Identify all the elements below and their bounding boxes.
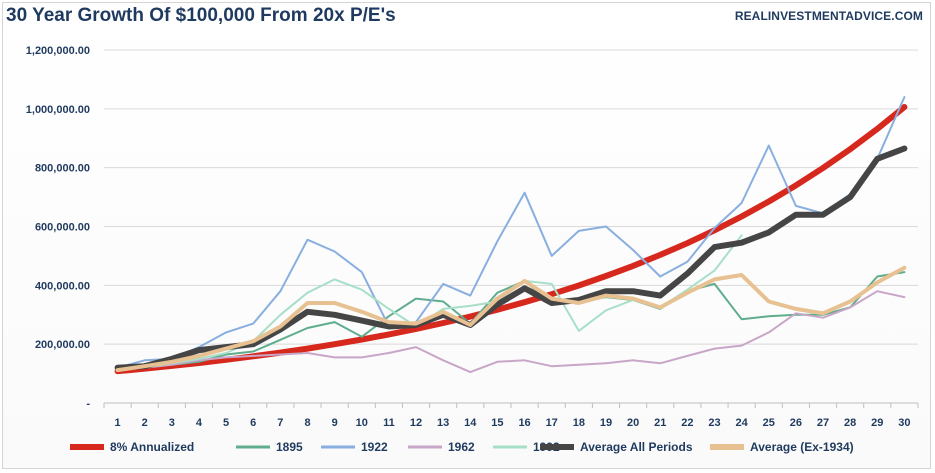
x-tick-label: 25 [763,417,775,429]
y-tick-label: 1,200,000.00 [26,45,90,57]
legend-label: 8% Annualized [110,440,194,454]
legend-label: Average (Ex-1934) [750,440,854,454]
legend-label: 1922 [361,440,388,454]
legend-label: 1895 [276,440,303,454]
legend-label: 1962 [448,440,475,454]
x-tick-label: 6 [250,417,256,429]
x-tick-label: 17 [546,417,558,429]
x-tick-label: 20 [627,417,639,429]
x-tick-label: 9 [332,417,338,429]
series-line-1922 [116,96,906,369]
x-tick-label: 28 [844,417,856,429]
x-tick-label: 4 [196,417,203,429]
y-tick-label: 600,000.00 [35,222,90,234]
series-line-1895 [116,271,906,369]
series-lines [114,96,908,375]
x-tick-label: 19 [600,417,612,429]
x-tick-label: 15 [491,417,503,429]
x-tick-label: 10 [356,417,368,429]
x-tick-label: 21 [654,417,666,429]
series-line-8-annualized [114,104,908,375]
x-tick-label: 3 [169,417,175,429]
watermark-text: REALINVESTMENTADVICE.COM [734,9,923,23]
y-tick-label: 1,000,000.00 [26,104,90,116]
x-tick-label: 30 [898,417,910,429]
series-line-average-all-periods [114,145,908,371]
x-tick-label: 8 [304,417,310,429]
legend: 8% Annualized1895192219621992Average All… [70,440,854,454]
axes: - 200,000.00 400,000.00 600,000.00 800,000.0… [26,45,919,429]
x-tick-label: 23 [708,417,720,429]
x-tick-label: 24 [736,417,749,429]
x-tick-label: 13 [437,417,449,429]
x-tick-label: 11 [383,417,395,429]
x-tick-label: 22 [681,417,693,429]
x-tick-label: 16 [518,417,530,429]
series-line-1962 [116,290,906,374]
legend-label: Average All Periods [580,440,693,454]
y-tick-label: 800,000.00 [35,163,90,175]
x-tick-label: 26 [790,417,802,429]
x-tick-label: 18 [573,417,585,429]
x-tick-label: 2 [142,417,148,429]
x-tick-label: 12 [410,417,422,429]
x-tick-label: 29 [871,417,883,429]
series-line-average-ex-1934 [115,265,907,373]
y-tick-label: 400,000.00 [35,280,90,292]
y-tick-label: - [86,398,90,410]
y-tick-label: 200,000.00 [35,339,90,351]
x-tick-label: 27 [817,417,829,429]
x-tick-label: 5 [223,417,229,429]
x-tick-label: 7 [277,417,283,429]
x-tick-label: 1 [115,417,121,429]
chart-title: 30 Year Growth Of $100,000 From 20x P/E'… [6,5,396,26]
gridlines [104,49,918,345]
x-tick-label: 14 [464,417,477,429]
